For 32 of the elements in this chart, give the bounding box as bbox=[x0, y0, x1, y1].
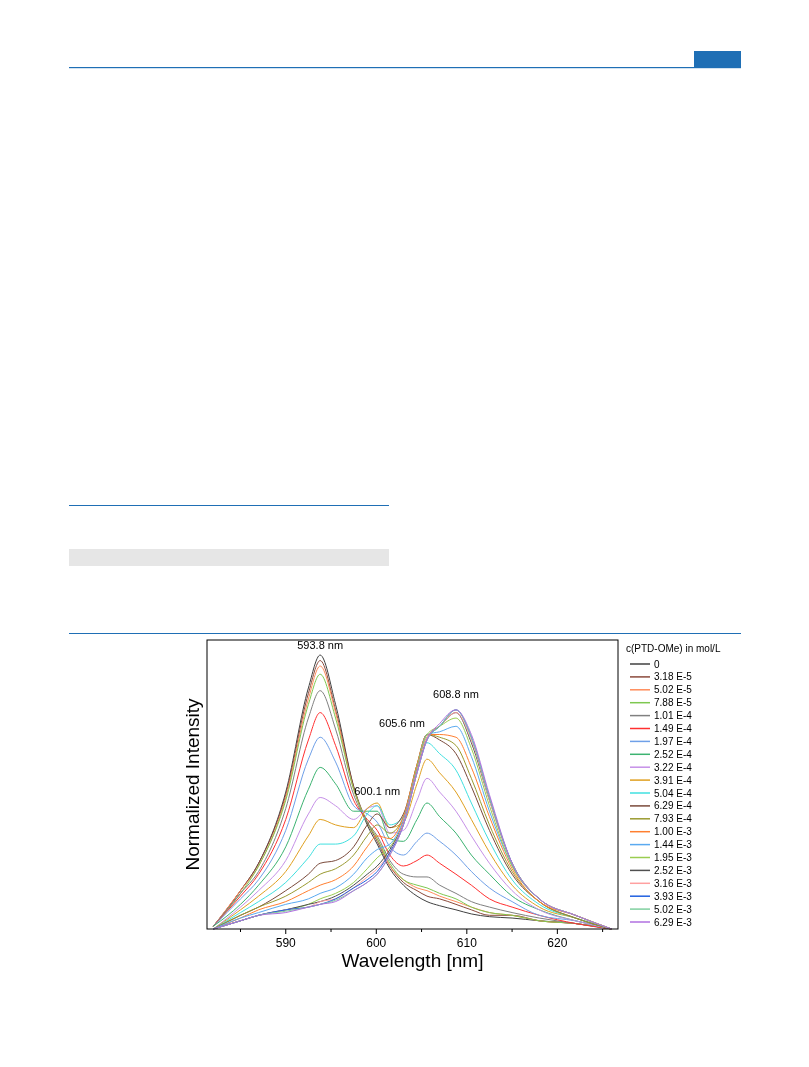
y-axis-title: Normalized Intensity bbox=[182, 697, 203, 871]
legend-title: c(PTD-OMe) in mol/L bbox=[626, 643, 721, 654]
annotation: 600.1 nm bbox=[354, 784, 401, 797]
legend-label: 7.88 E-5 bbox=[654, 697, 693, 709]
legend-label: 1.01 E-4 bbox=[654, 710, 693, 722]
x-axis-title: Wavelength [nm] bbox=[341, 950, 484, 971]
x-tick-label: 620 bbox=[547, 936, 568, 950]
legend-label: 5.04 E-4 bbox=[654, 787, 693, 799]
legend-label: 5.02 E-3 bbox=[654, 903, 693, 915]
legend-label: 6.29 E-4 bbox=[654, 800, 693, 812]
legend-label: 1.49 E-4 bbox=[654, 723, 693, 734]
annotation: 608.8 nm bbox=[433, 687, 479, 700]
annotation: 605.6 nm bbox=[379, 716, 425, 729]
x-tick-label: 600 bbox=[366, 936, 387, 950]
annotation: 593.8 nm bbox=[297, 639, 344, 652]
legend-label: 6.29 E-3 bbox=[654, 916, 693, 928]
legend-label: 2.52 E-4 bbox=[654, 748, 693, 760]
legend-label: 3.91 E-4 bbox=[654, 774, 693, 786]
legend-label: 3.22 E-4 bbox=[654, 761, 693, 773]
legend-label: 2.52 E-3 bbox=[654, 864, 693, 876]
legend-label: 3.93 E-3 bbox=[654, 890, 693, 902]
legend-label: 7.93 E-4 bbox=[654, 813, 693, 825]
legend-label: 0 bbox=[654, 658, 660, 670]
legend-label: 1.44 E-3 bbox=[654, 839, 693, 851]
x-tick-label: 610 bbox=[456, 936, 478, 950]
legend-label: 1.97 E-4 bbox=[654, 735, 693, 747]
legend-label: 1.95 E-3 bbox=[654, 852, 693, 863]
legend-label: 5.02 E-5 bbox=[654, 684, 693, 696]
legend-label: 1.00 E-3 bbox=[654, 826, 693, 838]
legend-label: 3.16 E-3 bbox=[654, 877, 693, 889]
legend-label: 3.18 E-5 bbox=[654, 671, 693, 683]
x-tick-label: 590 bbox=[275, 936, 297, 950]
